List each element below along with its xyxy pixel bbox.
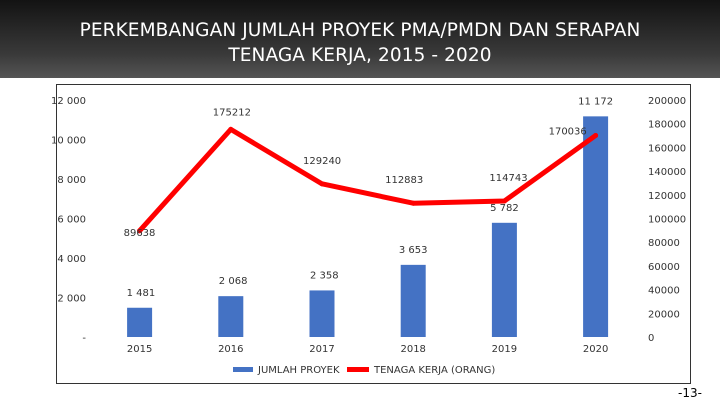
bar-data-label: 2 068 (219, 276, 248, 287)
right-axis-tick-label: 200000 (648, 96, 686, 107)
left-axis-tick-label: 10 000 (51, 136, 86, 147)
x-axis-tick-label: 2020 (583, 344, 608, 355)
x-axis-tick-label: 2018 (400, 344, 425, 355)
left-axis-tick-label: - (82, 333, 86, 344)
legend-swatch-jumlah-proyek (233, 367, 253, 372)
line-point-tenaga-kerja (319, 181, 325, 187)
title-line-2: TENAGA KERJA, 2015 - 2020 (228, 45, 492, 66)
right-axis-tick-label: 120000 (648, 191, 686, 202)
right-axis-tick-label: 40000 (648, 286, 680, 297)
line-point-tenaga-kerja (501, 198, 507, 204)
line-data-label: 170036 (549, 127, 587, 138)
line-data-label: 89638 (124, 228, 156, 239)
right-axis-tick-label: 100000 (648, 215, 686, 226)
left-axis-tick-label: 4 000 (57, 254, 86, 265)
x-axis-tick-label: 2016 (218, 344, 243, 355)
x-axis-tick-label: 2019 (492, 344, 517, 355)
right-axis-tick-label: 0 (648, 333, 654, 344)
bar-jumlah-proyek (400, 264, 426, 337)
line-point-tenaga-kerja (137, 228, 143, 234)
line-point-tenaga-kerja (593, 133, 599, 139)
line-tenaga-kerja (137, 126, 599, 234)
bar-data-label: 5 782 (490, 203, 519, 214)
right-axis-tick-label: 60000 (648, 262, 680, 273)
legend-swatch-tenaga-kerja (347, 367, 369, 372)
line-data-label: 114743 (489, 173, 527, 184)
right-axis-tick-label: 140000 (648, 167, 686, 178)
x-axis-tick-label: 2017 (309, 344, 334, 355)
bar-data-label: 11 172 (578, 96, 613, 107)
right-axis-tick-label: 80000 (648, 238, 680, 249)
bar-jumlah-proyek (127, 307, 153, 337)
title-band (0, 0, 720, 78)
left-axis-tick-label: 8 000 (57, 175, 86, 186)
right-axis-tick-label: 180000 (648, 120, 686, 131)
left-axis-tick-label: 2 000 (57, 294, 86, 305)
bar-jumlah-proyek (491, 222, 517, 337)
bar-data-label: 2 358 (310, 270, 339, 281)
line-data-label: 129240 (303, 156, 341, 167)
x-axis-tick-label: 2015 (127, 344, 152, 355)
right-axis-tick-label: 160000 (648, 143, 686, 154)
page-number: -13- (678, 386, 702, 400)
bar-jumlah-proyek (583, 116, 609, 337)
line-data-label: 112883 (385, 175, 423, 186)
bar-jumlah-proyek (218, 296, 244, 337)
right-axis-tick-label: 20000 (648, 309, 680, 320)
bar-data-label: 3 653 (399, 245, 428, 256)
title-line-1: PERKEMBANGAN JUMLAH PROYEK PMA/PMDN DAN … (79, 20, 641, 41)
slide-title: PERKEMBANGAN JUMLAH PROYEK PMA/PMDN DAN … (40, 18, 680, 68)
bar-jumlah-proyek (309, 290, 335, 337)
legend-label-tenaga-kerja: TENAGA KERJA (ORANG) (373, 365, 495, 376)
legend-label-jumlah-proyek: JUMLAH PROYEK (257, 365, 340, 376)
left-axis-tick-label: 12 000 (51, 96, 86, 107)
left-axis-tick-label: 6 000 (57, 215, 86, 226)
line-data-label: 175212 (213, 107, 251, 118)
line-point-tenaga-kerja (410, 200, 416, 206)
bar-data-label: 1 481 (127, 288, 156, 299)
line-point-tenaga-kerja (228, 126, 234, 132)
